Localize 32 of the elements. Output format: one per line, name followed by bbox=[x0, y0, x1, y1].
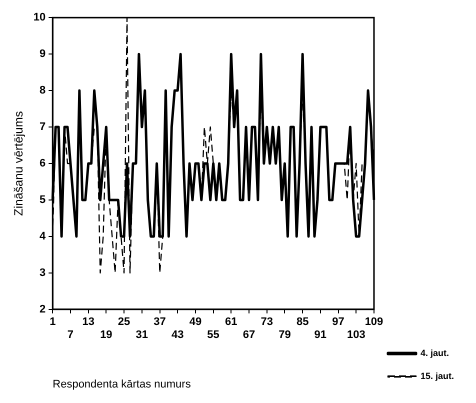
x-tick-label: 55 bbox=[207, 329, 220, 342]
x-tick-label: 103 bbox=[346, 329, 366, 342]
x-tick-label: 109 bbox=[364, 316, 384, 328]
x-axis-title: Respondenta kārtas numurs bbox=[52, 378, 192, 390]
x-tick-label: 25 bbox=[118, 316, 130, 328]
x-tick-label: 43 bbox=[171, 329, 184, 342]
x-tick-label: 79 bbox=[278, 329, 291, 342]
x-tick-label: 61 bbox=[225, 316, 238, 328]
x-tick-label: 1 bbox=[50, 316, 56, 328]
x-tick-label: 97 bbox=[332, 316, 344, 328]
y-axis-title: Zināšanu vērtējums bbox=[12, 111, 26, 216]
x-tick-label: 73 bbox=[260, 316, 273, 328]
y-tick-label: 8 bbox=[40, 84, 46, 97]
y-tick-label: 4 bbox=[40, 230, 47, 242]
x-tick-label: 49 bbox=[189, 316, 202, 328]
y-tick-label: 5 bbox=[40, 194, 46, 206]
y-tick-label: 9 bbox=[40, 48, 46, 60]
x-tick-label: 7 bbox=[67, 329, 74, 342]
x-tick-label: 31 bbox=[136, 329, 148, 342]
y-tick-label: 6 bbox=[40, 158, 46, 170]
legend-label: 15. jaut. bbox=[420, 370, 454, 381]
x-tick-label: 37 bbox=[154, 316, 166, 328]
legend-label: 4. jaut. bbox=[420, 348, 450, 358]
y-tick-label: 7 bbox=[40, 121, 46, 134]
y-tick-label: 2 bbox=[40, 303, 46, 316]
x-tick-label: 91 bbox=[314, 329, 327, 342]
x-tick-label: 85 bbox=[296, 316, 309, 328]
x-tick-label: 67 bbox=[242, 329, 256, 342]
y-tick-label: 10 bbox=[33, 12, 46, 24]
x-tick-label: 19 bbox=[100, 329, 112, 342]
x-tick-label: 13 bbox=[82, 316, 94, 328]
y-tick-label: 3 bbox=[40, 266, 46, 279]
